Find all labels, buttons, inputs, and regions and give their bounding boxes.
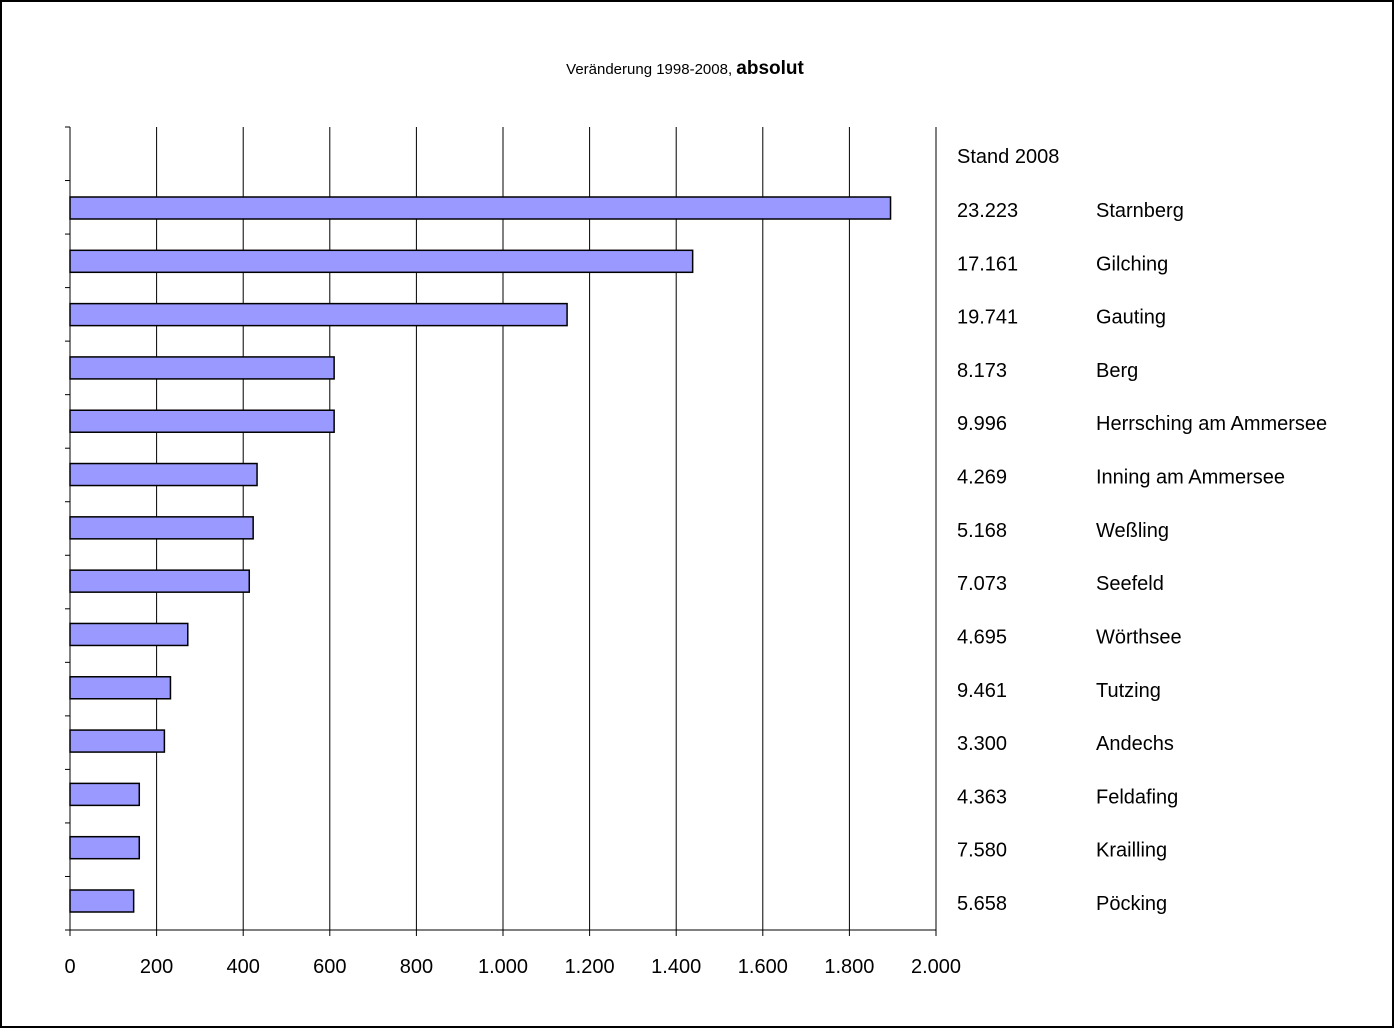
category-label: Tutzing <box>1096 680 1161 702</box>
grid-lines <box>156 127 937 930</box>
category-label: Gilching <box>1096 253 1168 275</box>
category-label: Andechs <box>1096 733 1174 755</box>
bar <box>69 569 251 593</box>
chart-title: Veränderung 1998-2008, absolut <box>566 58 804 79</box>
category-label: Herrsching am Ammersee <box>1096 413 1327 435</box>
stand-value: 17.161 <box>957 253 1018 275</box>
stand-value: 19.741 <box>957 307 1018 329</box>
x-tick-label: 1.600 <box>738 956 788 978</box>
category-labels: Starnberg Gilching Gauting Berg Herrsching a… <box>1096 200 1327 915</box>
bar <box>69 302 568 327</box>
x-tick-label: 1.800 <box>824 956 874 978</box>
category-label: Gauting <box>1096 307 1166 329</box>
x-tick-label: 800 <box>400 956 433 978</box>
bar <box>69 622 189 647</box>
stand-value: 7.580 <box>957 840 1007 862</box>
category-label: Krailling <box>1096 840 1167 862</box>
chart-title-prefix: Veränderung 1998-2008, <box>566 61 736 78</box>
stand-value: 7.073 <box>957 573 1007 595</box>
x-tick-label: 1.000 <box>478 956 528 978</box>
stand-value: 5.168 <box>957 520 1007 542</box>
stand-value: 23.223 <box>957 200 1018 222</box>
category-label: Wörthsee <box>1096 626 1182 648</box>
stand-value: 3.300 <box>957 733 1007 755</box>
x-tick-label: 600 <box>313 956 346 978</box>
x-tick-label: 2.000 <box>911 956 961 978</box>
stand-value: 4.269 <box>957 467 1007 489</box>
x-tick-label: 0 <box>64 956 75 978</box>
x-tick-label: 1.400 <box>651 956 701 978</box>
bar <box>69 782 141 807</box>
bar <box>69 889 135 913</box>
stand-value: 4.695 <box>957 626 1007 648</box>
stand-header: Stand 2008 <box>957 146 1059 168</box>
category-label: Pöcking <box>1096 893 1167 915</box>
stand-value: 9.461 <box>957 680 1007 702</box>
category-label: Berg <box>1096 360 1138 382</box>
bar <box>69 462 258 487</box>
bar <box>69 356 335 380</box>
bar <box>69 516 254 540</box>
category-label: Weßling <box>1096 520 1169 542</box>
stand-value: 8.173 <box>957 360 1007 382</box>
x-tick-label: 1.200 <box>565 956 615 978</box>
bar <box>69 196 892 220</box>
stand-value: 4.363 <box>957 786 1007 808</box>
bar <box>69 676 172 700</box>
bar <box>69 409 335 433</box>
category-label: Starnberg <box>1096 200 1184 222</box>
x-tick-labels: 0 200 400 600 800 1.000 1.200 1.400 1.600 1.800 2.… <box>64 956 961 978</box>
bar <box>69 249 694 274</box>
chart-title-bold: absolut <box>736 58 804 79</box>
category-label: Seefeld <box>1096 573 1164 595</box>
x-tick-label: 400 <box>227 956 260 978</box>
stand-value: 9.996 <box>957 413 1007 435</box>
category-label: Feldafing <box>1096 786 1178 808</box>
category-label: Inning am Ammersee <box>1096 467 1285 489</box>
stand-value: 5.658 <box>957 893 1007 915</box>
bars <box>69 196 892 913</box>
bar <box>69 729 166 753</box>
bar <box>69 835 141 860</box>
stand-values: 23.223 17.161 19.741 8.173 9.996 4.269 5.168 7.… <box>957 200 1018 915</box>
axes <box>65 126 937 936</box>
x-tick-label: 200 <box>140 956 173 978</box>
